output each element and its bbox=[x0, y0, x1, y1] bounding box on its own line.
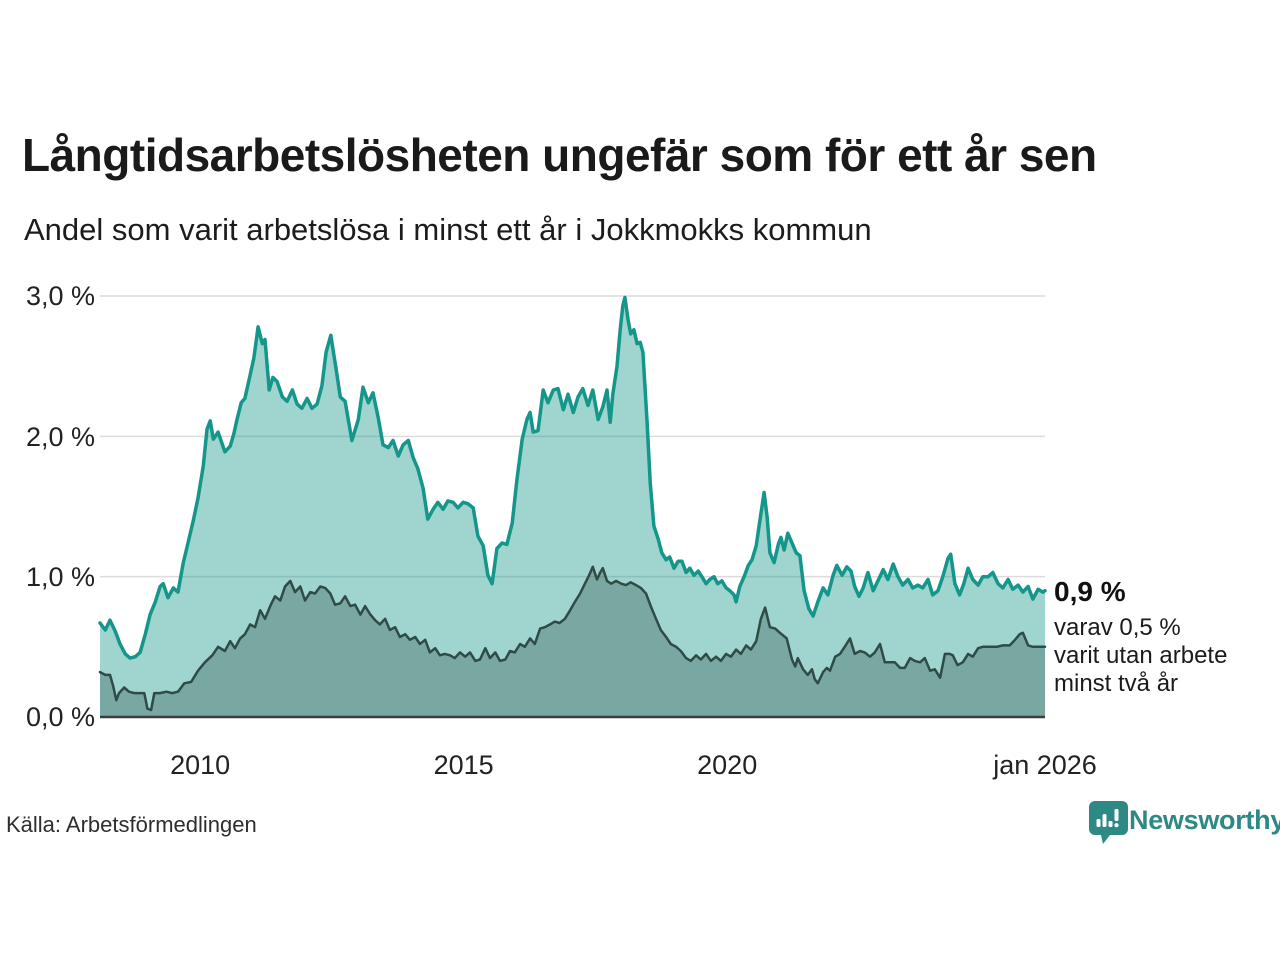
end-value-sub-line2: varit utan arbete bbox=[1054, 642, 1228, 669]
min-one-year-line bbox=[98, 295, 1047, 660]
end-value-latest: 0,9 % bbox=[1054, 576, 1126, 607]
min-two-years-line bbox=[98, 565, 1047, 712]
x-tick-label-jan-2026: jan 2026 bbox=[993, 750, 1097, 780]
end-value-sub-line1: varav 0,5 % bbox=[1054, 614, 1181, 641]
min-two-years-area bbox=[100, 566, 1045, 717]
y-tick-label-2: 2,0 % bbox=[25, 422, 95, 452]
newsworthy-wordmark: Newsworthy bbox=[1129, 805, 1280, 835]
source-attribution: Källa: Arbetsförmedlingen bbox=[6, 812, 257, 837]
end-value-sub-line3: minst två år bbox=[1054, 670, 1179, 697]
y-tick-label-0: 0,0 % bbox=[25, 702, 95, 732]
page-subtitle: Andel som varit arbetslösa i minst ett å… bbox=[24, 212, 872, 247]
newsworthy-logo-icon bbox=[1089, 801, 1128, 844]
x-tick-label-2010: 2010 bbox=[170, 750, 231, 780]
newsworthy-logo: Newsworthy bbox=[1088, 800, 1280, 846]
x-tick-label-2015: 2015 bbox=[433, 750, 494, 780]
y-tick-label-1: 1,0 % bbox=[25, 562, 95, 592]
min-one-year-area bbox=[100, 297, 1045, 717]
end-value-annotation: 0,9 % varav 0,5 % varit utan arbete mins… bbox=[1054, 575, 1274, 698]
x-tick-label-2020: 2020 bbox=[697, 750, 758, 780]
page-title: Långtidsarbetslösheten ungefär som för e… bbox=[22, 129, 1097, 181]
y-tick-label-3: 3,0 % bbox=[25, 281, 95, 311]
